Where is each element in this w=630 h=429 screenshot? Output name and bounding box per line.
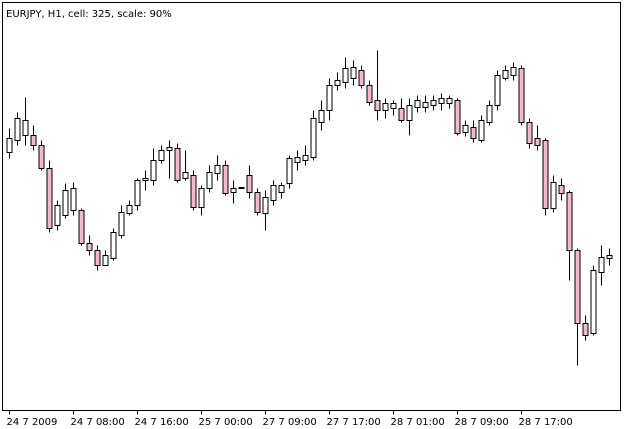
x-tick-label: 28 7 17:00: [519, 417, 573, 428]
candle-body: [94, 250, 101, 266]
candle-body: [46, 168, 53, 229]
candle-body: [150, 160, 157, 181]
candle-body: [110, 232, 117, 259]
candle-body: [294, 157, 301, 163]
candle-body: [286, 158, 293, 184]
candle-body: [430, 100, 437, 106]
x-tick-label: 24 7 2009: [7, 417, 58, 428]
x-tick-label: 28 7 01:00: [391, 417, 445, 428]
candle-body: [54, 205, 61, 226]
x-tick-label: 24 7 16:00: [135, 417, 189, 428]
candle-body: [566, 192, 573, 251]
candle-body: [86, 243, 93, 251]
plot-frame: [2, 2, 621, 411]
candle-body: [262, 197, 269, 214]
candle-body: [470, 127, 477, 139]
candle-body: [158, 150, 165, 161]
candle-body: [350, 67, 357, 79]
candle-body: [198, 188, 205, 208]
candle-body: [374, 100, 381, 111]
candle-body: [174, 148, 181, 181]
candle-body: [438, 98, 445, 104]
candle-body: [406, 105, 413, 121]
candle-body: [558, 185, 565, 194]
x-tick-label: 25 7 00:00: [199, 417, 253, 428]
candle-body: [446, 98, 453, 104]
candle-body: [78, 210, 85, 244]
candle-body: [398, 108, 405, 121]
candle-body: [326, 85, 333, 111]
candle-body: [550, 182, 557, 209]
x-tick-label: 27 7 09:00: [263, 417, 317, 428]
candle-body: [278, 185, 285, 193]
candle-body: [526, 122, 533, 144]
candle-body: [606, 255, 613, 259]
candle-body: [118, 212, 125, 236]
candle-body: [454, 100, 461, 134]
candle-body: [134, 180, 141, 206]
candle-body: [342, 68, 349, 83]
x-tick-label: 24 7 08:00: [71, 417, 125, 428]
candle-body: [486, 105, 493, 123]
x-tick-label: 28 7 09:00: [455, 417, 509, 428]
x-tick-label: 27 7 17:00: [327, 417, 381, 428]
candle-body: [14, 118, 21, 141]
candle-body: [574, 250, 581, 324]
candle-body: [6, 138, 13, 153]
candle-body: [542, 140, 549, 209]
candle-body: [422, 102, 429, 108]
candle-body: [254, 192, 261, 213]
candle-body: [62, 190, 69, 216]
candle-body: [582, 323, 589, 336]
candle-body: [494, 75, 501, 106]
candle-body: [222, 165, 229, 194]
candle-body: [142, 178, 149, 181]
candle-body: [358, 70, 365, 86]
candle-body: [166, 147, 173, 151]
candle-body: [462, 125, 469, 133]
candle-body: [502, 70, 509, 79]
candle-body: [30, 135, 37, 146]
candle-body: [366, 85, 373, 103]
candle-body: [390, 103, 397, 109]
candle-body: [510, 67, 517, 76]
candle-body: [102, 255, 109, 266]
candle-body: [310, 118, 317, 158]
candle-body: [302, 155, 309, 161]
candle-body: [38, 145, 45, 169]
candle-body: [598, 257, 605, 273]
candle-body: [22, 120, 29, 136]
candle-body: [414, 100, 421, 108]
candle-body: [478, 120, 485, 141]
candle-body: [230, 188, 237, 193]
candle-body: [126, 205, 133, 214]
candle-body: [534, 138, 541, 146]
candle-body: [590, 270, 597, 334]
candle-body: [206, 172, 213, 189]
candle-body: [246, 175, 253, 193]
candle-body: [214, 165, 221, 174]
candle-body: [334, 80, 341, 86]
candle-body: [190, 175, 197, 208]
candle-body: [270, 185, 277, 201]
candle-body: [382, 103, 389, 111]
candle-body: [70, 188, 77, 211]
candle-body: [318, 110, 325, 123]
candle-body: [182, 172, 189, 179]
candle-body: [518, 68, 525, 123]
chart-title: EURJPY, H1, cell: 325, scale: 90%: [6, 9, 172, 20]
candle-body: [238, 187, 245, 189]
